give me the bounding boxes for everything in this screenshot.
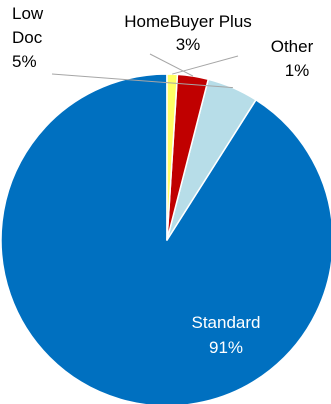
label-lowdoc-value: 5% — [12, 52, 37, 71]
label-other-value: 1% — [285, 61, 310, 80]
pie-slice-standard — [0, 73, 331, 404]
pie-slices — [0, 73, 331, 404]
label-standard-value: 91% — [209, 338, 243, 357]
label-lowdoc-name-line1: Low — [12, 4, 44, 23]
label-homebuyer-value: 3% — [176, 35, 201, 54]
leader-line-homebuyer-plus — [149, 53, 194, 77]
leader-line-low-doc — [51, 73, 233, 89]
label-homebuyer-name: HomeBuyer Plus — [124, 12, 252, 31]
label-lowdoc-name-line2: Doc — [12, 28, 43, 47]
leader-lines — [51, 53, 239, 89]
label-other-name: Other — [271, 37, 314, 56]
leader-line-other — [172, 55, 239, 75]
label-standard-name: Standard — [192, 313, 261, 332]
